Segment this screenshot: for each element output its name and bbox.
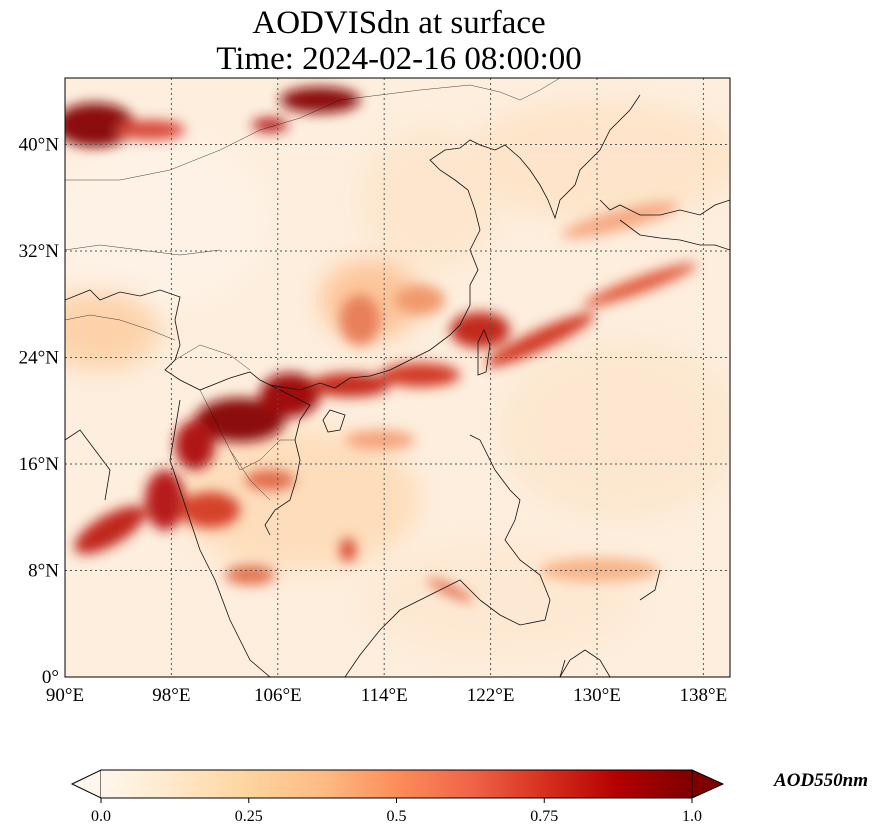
y-tick-labels: 0° 8°N 16°N 24°N 32°N 40°N <box>19 135 60 688</box>
colorbar-extend-max <box>691 769 725 799</box>
colorbar-tick-label: 0.0 <box>91 808 111 825</box>
x-tick-label: 114°E <box>361 685 408 706</box>
colorbar-tick-label: 0.25 <box>235 808 263 825</box>
colorbar-tick-label: 0.75 <box>530 808 558 825</box>
y-tick-label: 16°N <box>19 454 60 475</box>
map-frame <box>64 77 731 678</box>
x-tick-label: 138°E <box>680 685 728 706</box>
colorbar-extend-min <box>70 769 102 799</box>
colorbar-ramp <box>101 770 692 798</box>
x-tick-label: 90°E <box>46 685 84 706</box>
x-tick-label: 98°E <box>152 685 190 706</box>
y-tick-label: 32°N <box>19 241 60 262</box>
colorbar-tick-label: 0.5 <box>387 808 407 825</box>
x-tick-label: 122°E <box>467 685 515 706</box>
aod-field <box>65 78 730 677</box>
y-tick-label: 0° <box>42 667 59 688</box>
x-tick-label: 130°E <box>573 685 621 706</box>
y-tick-label: 40°N <box>19 135 60 156</box>
x-tick-labels: 90°E 98°E 106°E 114°E 122°E 130°E 138°E <box>46 685 727 706</box>
coastlines <box>65 94 730 677</box>
map-title-line1: AODVISdn at surface <box>252 5 546 41</box>
gridlines <box>65 78 730 677</box>
x-tick-label: 106°E <box>254 685 302 706</box>
colorbar-label: AOD550nm <box>773 770 868 791</box>
map-title-line2: Time: 2024-02-16 08:00:00 <box>216 41 582 77</box>
y-tick-label: 24°N <box>19 348 60 369</box>
colorbar: 0.0 0.25 0.5 0.75 1.0 AOD550nm <box>70 769 868 825</box>
colorbar-tick-label: 1.0 <box>682 808 702 825</box>
y-tick-label: 8°N <box>28 561 59 582</box>
borders <box>65 78 561 501</box>
